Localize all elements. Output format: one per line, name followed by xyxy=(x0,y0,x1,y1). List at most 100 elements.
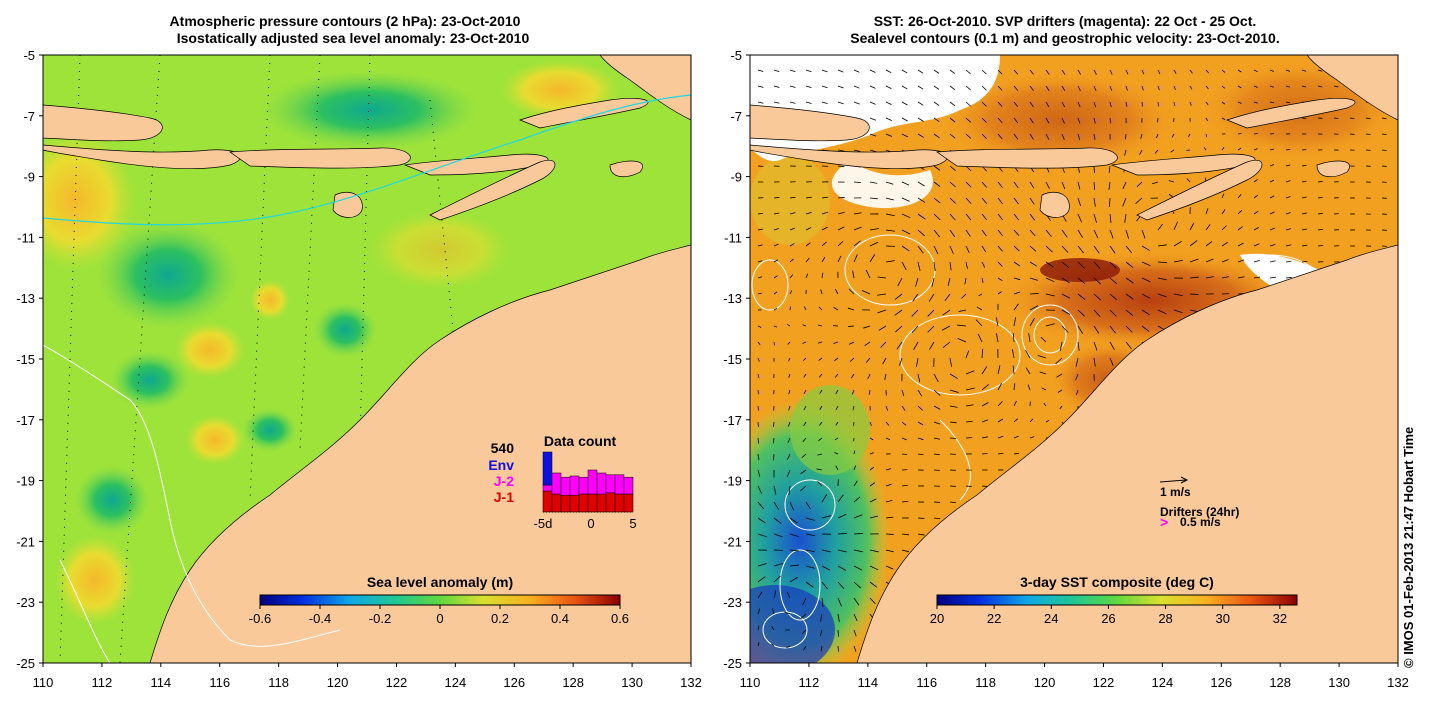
velocity-arrow xyxy=(933,69,940,74)
velocity-arrow xyxy=(885,117,892,121)
sla-low-eddy xyxy=(74,465,150,535)
velocity-arrow xyxy=(789,564,799,567)
velocity-arrow xyxy=(1093,341,1098,351)
velocity-arrow xyxy=(1125,341,1132,350)
velocity-arrow xyxy=(1061,245,1069,253)
velocity-arrow xyxy=(961,293,967,299)
lon-tick-label: 116 xyxy=(209,675,230,690)
velocity-arrow xyxy=(821,226,828,231)
pressure-contour xyxy=(359,55,371,441)
velocity-arrow xyxy=(788,389,791,395)
velocity-arrow xyxy=(1059,341,1063,351)
data-count-bar-j1 xyxy=(596,493,607,513)
velocity-arrow xyxy=(1221,147,1225,151)
velocity-arrow xyxy=(1205,208,1209,215)
velocity-arrow xyxy=(997,101,1003,107)
velocity-arrow xyxy=(1109,261,1117,269)
velocity-arrow xyxy=(789,549,799,552)
velocity-arrow xyxy=(1045,181,1050,189)
velocity-arrow xyxy=(1061,101,1065,108)
velocity-arrow xyxy=(901,549,910,553)
velocity-arrow xyxy=(852,405,855,411)
velocity-arrow xyxy=(1109,229,1114,239)
velocity-arrow xyxy=(965,101,971,107)
velocity-arrow xyxy=(917,213,926,220)
velocity-arrow xyxy=(1205,133,1208,138)
colorbar-tick-label: -0.4 xyxy=(309,611,331,626)
velocity-arrow xyxy=(1189,276,1199,279)
velocity-arrow xyxy=(1125,293,1134,300)
velocity-arrow xyxy=(1253,259,1260,263)
velocity-arrow xyxy=(917,453,924,456)
velocity-arrow xyxy=(1109,85,1113,91)
colorbar-tick-label: -0.6 xyxy=(249,611,271,626)
velocity-arrow xyxy=(1186,149,1191,151)
velocity-arrow xyxy=(821,549,831,553)
lon-tick-label: 122 xyxy=(1093,675,1115,690)
velocity-arrow xyxy=(802,437,807,443)
velocity-arrow xyxy=(1061,69,1066,75)
velocity-arrow xyxy=(885,468,892,471)
velocity-arrow xyxy=(880,341,887,348)
velocity-arrow xyxy=(1077,293,1086,300)
velocity-arrow xyxy=(917,533,925,536)
velocity-arrow xyxy=(853,581,861,589)
velocity-arrow xyxy=(901,421,907,426)
velocity-arrow xyxy=(1237,85,1242,89)
velocity-arrow xyxy=(1173,240,1182,247)
velocity-arrow xyxy=(997,213,1003,221)
velocity-arrow xyxy=(1237,276,1245,279)
velocity-arrow xyxy=(1045,245,1053,253)
velocity-arrow xyxy=(1013,261,1020,267)
velocity-arrow xyxy=(773,291,778,295)
credit-text: © IMOS 01-Feb-2013 21:47 Hobart Time xyxy=(1401,426,1416,668)
velocity-arrow xyxy=(1013,435,1019,439)
velocity-arrow xyxy=(1013,197,1019,205)
velocity-arrow xyxy=(1221,69,1226,73)
velocity-arrow xyxy=(885,181,894,185)
velocity-arrow xyxy=(944,293,951,301)
velocity-arrow xyxy=(1045,133,1050,140)
velocity-arrow xyxy=(1013,213,1020,221)
velocity-arrow xyxy=(949,133,956,139)
velocity-arrow xyxy=(821,196,829,199)
velocity-arrow xyxy=(1077,245,1084,254)
velocity-arrow xyxy=(1012,365,1015,375)
velocity-arrow xyxy=(917,85,924,90)
velocity-arrow xyxy=(772,453,775,461)
velocity-arrow xyxy=(885,213,895,217)
velocity-arrow xyxy=(997,133,1003,140)
velocity-arrow xyxy=(773,501,780,510)
velocity-arrow xyxy=(1077,85,1081,92)
velocity-arrow xyxy=(757,453,760,461)
lon-tick-label: 130 xyxy=(1328,675,1350,690)
velocity-arrow xyxy=(949,405,958,408)
velocity-arrow xyxy=(837,69,844,73)
velocity-arrow xyxy=(1125,261,1134,268)
velocity-arrow xyxy=(757,228,763,231)
velocity-arrow xyxy=(877,309,887,314)
velocity-arrow xyxy=(1189,85,1193,90)
velocity-arrow xyxy=(835,389,839,395)
colorbar-tick-label: 32 xyxy=(1273,611,1287,626)
velocity-arrow xyxy=(1109,101,1112,108)
sea-level-contour xyxy=(939,419,971,501)
velocity-arrow xyxy=(805,85,812,89)
velocity-arrow xyxy=(869,597,876,605)
velocity-arrow xyxy=(995,317,999,327)
velocity-arrow xyxy=(1189,222,1195,231)
velocity-arrow xyxy=(757,563,767,567)
velocity-arrow xyxy=(1029,305,1039,311)
velocity-arrow xyxy=(878,325,887,331)
right-title-line-1: SST: 26-Oct-2010. SVP drifters (magenta)… xyxy=(873,13,1257,29)
sst-warm-patch xyxy=(1040,258,1120,282)
velocity-arrow xyxy=(1093,325,1100,334)
velocity-arrow xyxy=(1155,133,1159,139)
velocity-arrow xyxy=(869,228,879,231)
drifter-speed-label: 0.5 m/s xyxy=(1180,515,1221,529)
velocity-arrow xyxy=(1365,117,1371,120)
velocity-arrow xyxy=(981,384,989,391)
velocity-arrow xyxy=(997,382,1002,391)
velocity-arrow xyxy=(997,261,1003,267)
velocity-arrow xyxy=(757,591,763,599)
